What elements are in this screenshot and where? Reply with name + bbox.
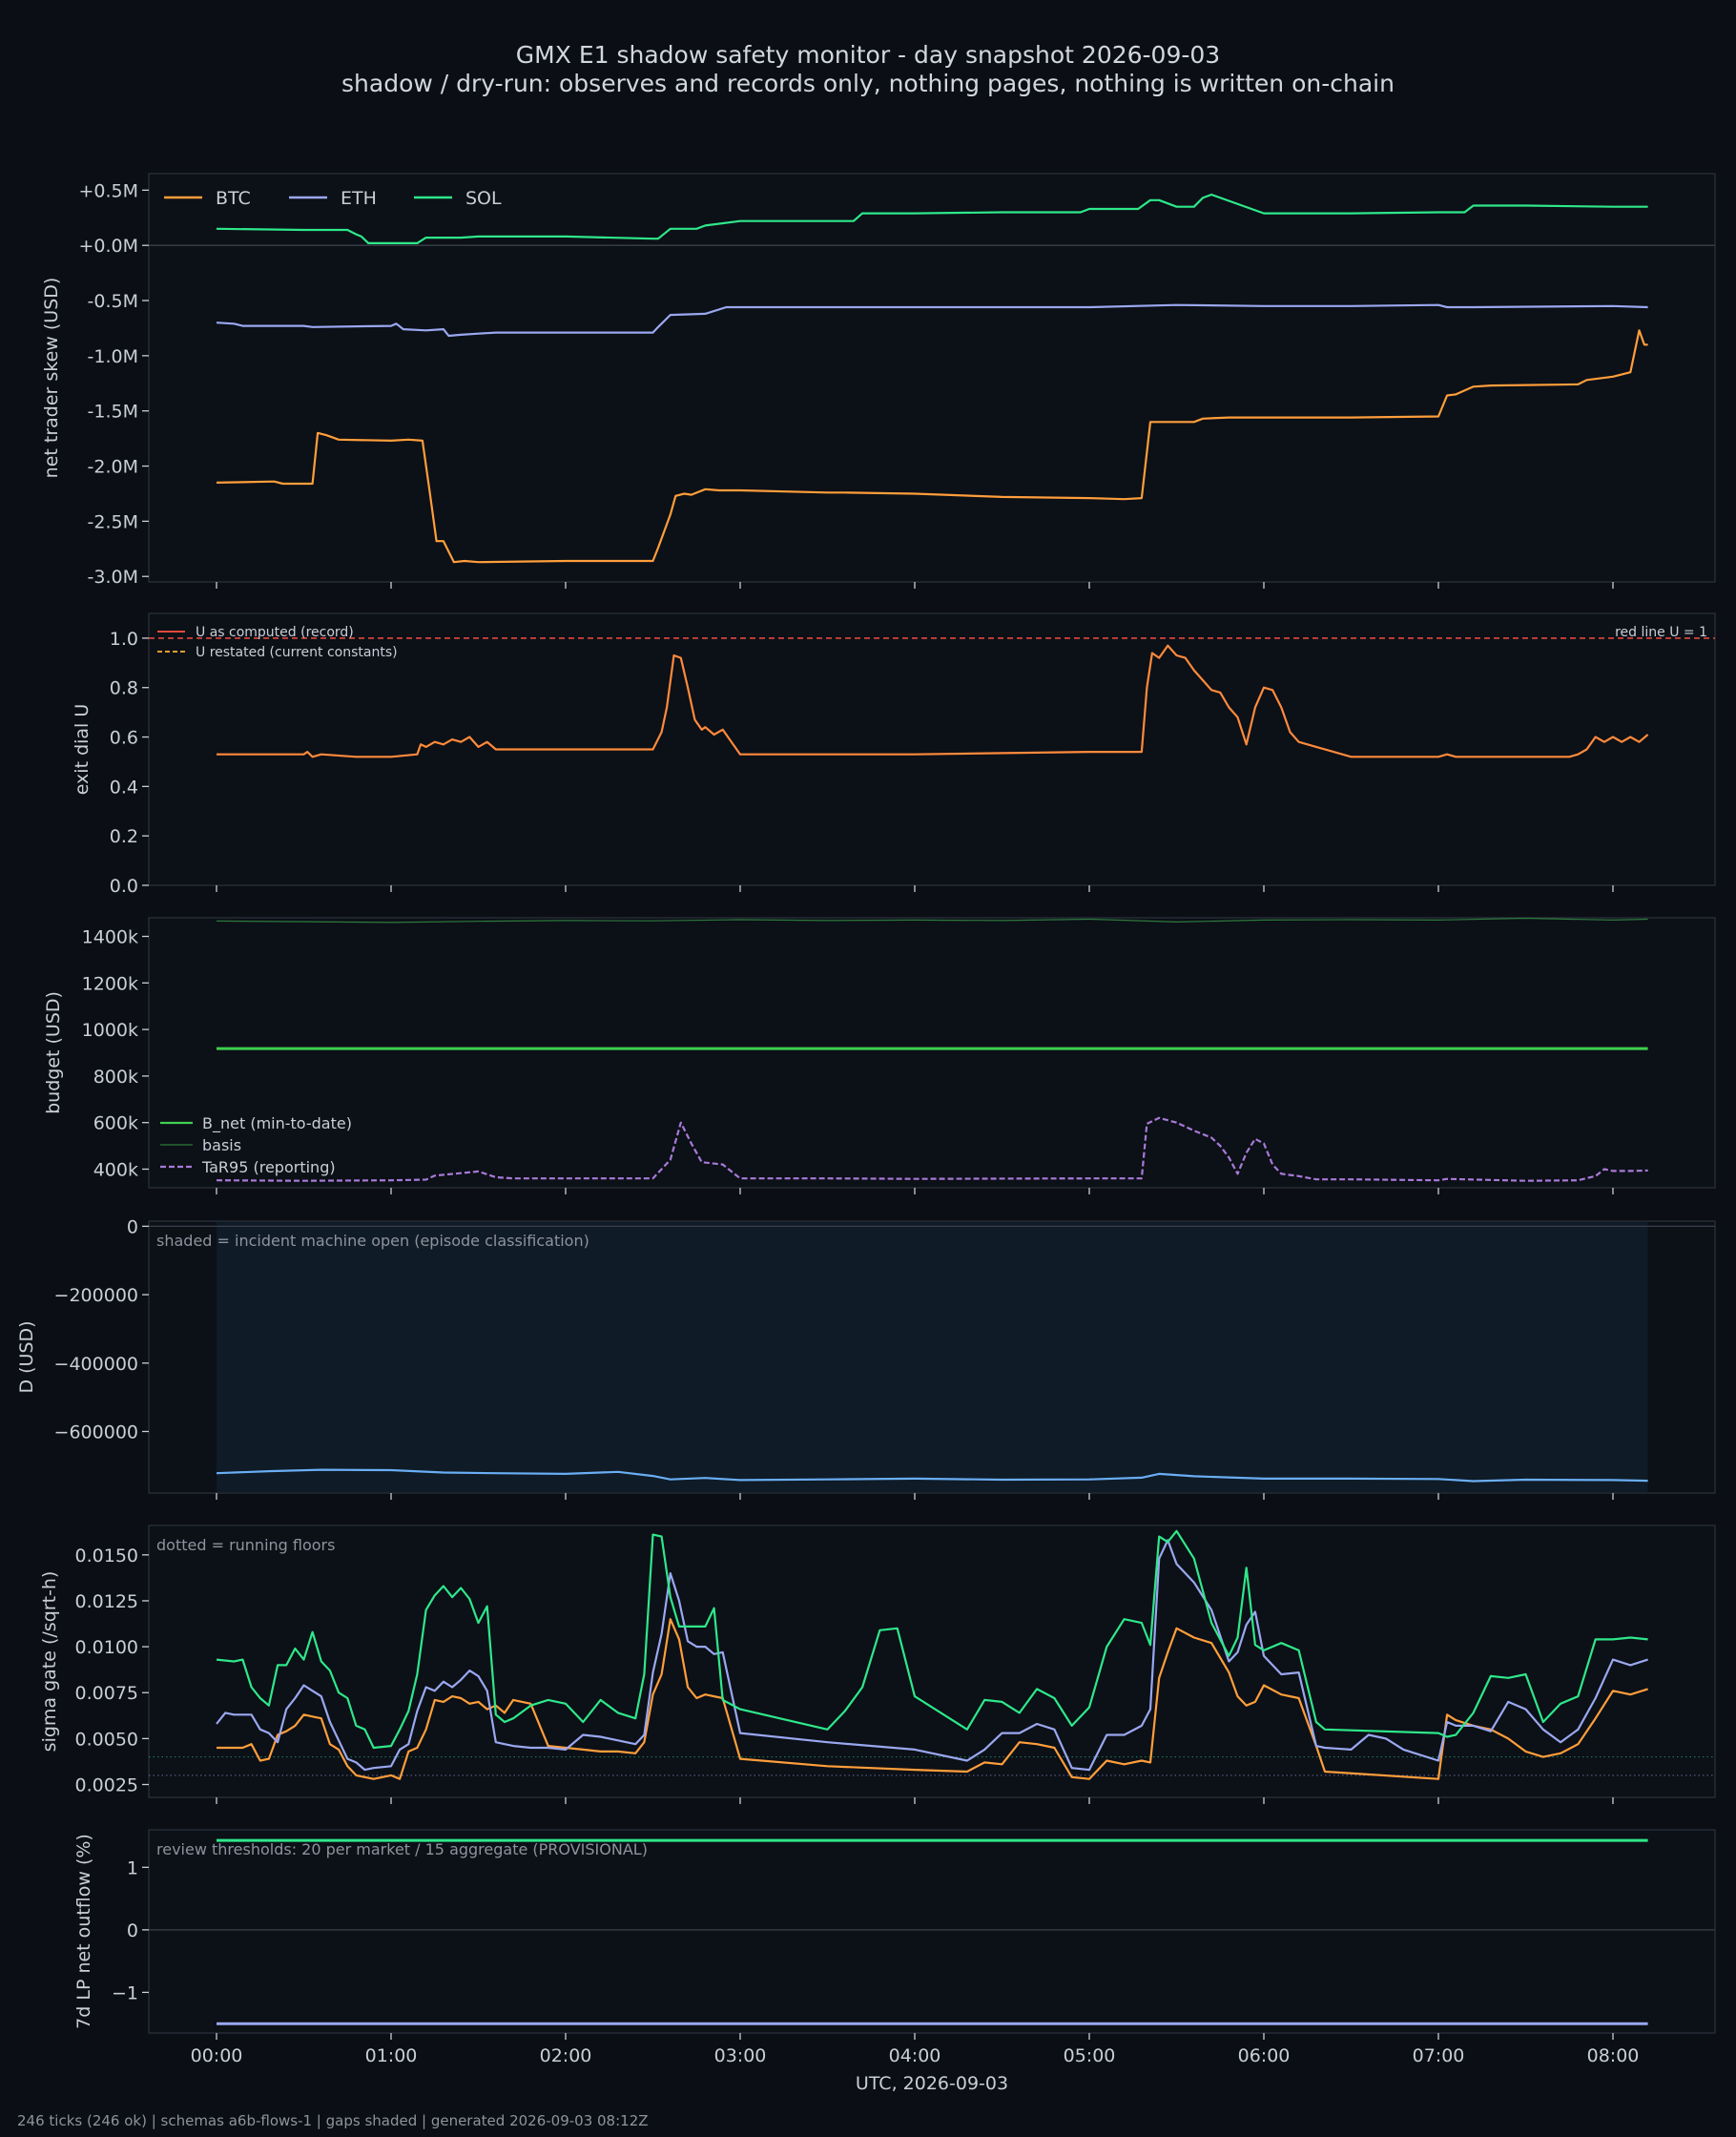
y-tick-label: −600000 bbox=[54, 1421, 138, 1442]
legend-label: ETH bbox=[341, 188, 377, 209]
y-tick-label: 0.0075 bbox=[75, 1683, 138, 1704]
y-tick-label: 800k bbox=[93, 1067, 138, 1088]
y-tick-label: -3.0M bbox=[88, 567, 138, 588]
series-u bbox=[217, 644, 1649, 758]
y-tick-label: 0.8 bbox=[110, 678, 138, 699]
legend-label: U as computed (record) bbox=[196, 625, 354, 640]
y-tick-label: −400000 bbox=[54, 1354, 138, 1375]
y-tick-label: 0.4 bbox=[110, 777, 138, 798]
panel-note: review thresholds: 20 per market / 15 ag… bbox=[156, 1840, 648, 1858]
x-tick-label: 08:00 bbox=[1587, 2045, 1640, 2066]
y-tick-label: 1200k bbox=[82, 973, 138, 994]
series-btc bbox=[216, 329, 1648, 564]
y-tick-label: 1400k bbox=[82, 927, 138, 948]
y-tick-label: +0.5M bbox=[78, 180, 138, 201]
y-tick-label: 1 bbox=[127, 1857, 138, 1878]
x-tick-label: 05:00 bbox=[1064, 2045, 1116, 2066]
legend-label: B_net (min-to-date) bbox=[202, 1114, 352, 1133]
y-tick-label: −200000 bbox=[54, 1285, 138, 1306]
y-tick-label: -0.5M bbox=[88, 291, 138, 312]
footer-status: 246 ticks (246 ok) | schemas a6b-flows-1… bbox=[17, 2112, 649, 2129]
incident-shade bbox=[217, 1222, 1648, 1492]
series-eth bbox=[216, 303, 1648, 338]
panel-lp_outflow: 1 0 −1 7d LP net outflow (%) review threshol… bbox=[73, 1829, 1716, 2094]
x-axis-label: UTC, 2026-09-03 bbox=[856, 2073, 1008, 2094]
y-tick-label: 0 bbox=[127, 1920, 138, 1941]
chart-subtitle: shadow / dry-run: observes and records o… bbox=[341, 70, 1395, 97]
y-tick-label: -2.5M bbox=[88, 511, 138, 532]
red-line-label: red line U = 1 bbox=[1615, 625, 1707, 640]
y-tick-label: 0.0100 bbox=[75, 1637, 138, 1658]
panel-exit_dial: 0.0 0.2 0.4 0.6 0.8 1.0 exit dial U red line U … bbox=[72, 612, 1716, 897]
y-tick-label: 1.0 bbox=[110, 629, 138, 650]
y-tick-label: 400k bbox=[93, 1159, 138, 1180]
y-tick-label: 0.0 bbox=[110, 876, 138, 897]
panel-sigma_gate: 0.0025 0.0050 0.0075 0.0100 0.0125 0.0150 sigm… bbox=[39, 1525, 1716, 1804]
x-tick-label: 03:00 bbox=[714, 2045, 767, 2066]
y-tick-label: 0.0150 bbox=[75, 1546, 138, 1566]
y-tick-label: 0 bbox=[127, 1216, 138, 1237]
x-tick-label: 02:00 bbox=[540, 2045, 592, 2066]
x-tick-label: 00:00 bbox=[191, 2045, 243, 2066]
y-tick-label: -1.0M bbox=[88, 346, 138, 367]
y-tick-label: -2.0M bbox=[88, 457, 138, 478]
y-axis-label: D (USD) bbox=[16, 1320, 37, 1393]
y-tick-label: 0.0025 bbox=[75, 1775, 138, 1796]
legend-label: TaR95 (reporting) bbox=[201, 1158, 336, 1176]
legend-label: BTC bbox=[216, 188, 251, 209]
y-tick-label: 0.6 bbox=[110, 728, 138, 749]
legend-label: U restated (current constants) bbox=[196, 645, 398, 660]
y-axis-label: sigma gate (/sqrt-h) bbox=[39, 1571, 60, 1753]
x-tick-label: 04:00 bbox=[889, 2045, 941, 2066]
y-tick-label: -1.5M bbox=[88, 402, 138, 423]
legend-label: basis bbox=[202, 1136, 241, 1154]
legend-label: SOL bbox=[465, 188, 502, 209]
panel-drawdown: 0 −200000 −400000 −600000 D (USD) shaded = in… bbox=[16, 1216, 1716, 1500]
x-tick-label: 01:00 bbox=[365, 2045, 418, 2066]
series-eth bbox=[216, 1539, 1648, 1772]
series-basis bbox=[216, 917, 1648, 923]
panel-skew: +0.5M +0.0M -0.5M -1.0M -1.5M -2.0M -2.5M -3.0M… bbox=[41, 173, 1716, 589]
y-tick-label: 1000k bbox=[82, 1020, 138, 1041]
panels: +0.5M +0.0M -0.5M -1.0M -1.5M -2.0M -2.5M -3.0M… bbox=[16, 173, 1716, 2094]
series-d bbox=[216, 1468, 1648, 1483]
y-axis-label: exit dial U bbox=[72, 704, 93, 796]
panel-note: shaded = incident machine open (episode … bbox=[156, 1232, 589, 1250]
y-axis-label: net trader skew (USD) bbox=[41, 278, 62, 479]
y-tick-label: 0.2 bbox=[110, 826, 138, 847]
series-tar95-reporting- bbox=[216, 1116, 1648, 1182]
panel-frame bbox=[148, 612, 1716, 886]
y-tick-label: 0.0125 bbox=[75, 1591, 138, 1612]
x-tick-label: 06:00 bbox=[1238, 2045, 1291, 2066]
y-tick-label: 0.0050 bbox=[75, 1729, 138, 1750]
series-sol bbox=[216, 193, 1648, 244]
y-axis-label: budget (USD) bbox=[43, 991, 64, 1114]
panel-frame bbox=[148, 173, 1716, 583]
panel-frame bbox=[148, 1829, 1716, 2034]
panel-note: dotted = running floors bbox=[156, 1536, 335, 1554]
y-tick-label: −1 bbox=[112, 1982, 138, 2003]
series-sol bbox=[216, 1529, 1648, 1750]
y-axis-label: 7d LP net outflow (%) bbox=[73, 1834, 94, 2029]
panel-frame bbox=[148, 917, 1716, 1189]
panel-budget: 400k 600k 800k 1000k 1200k 1400k budget (USD) B… bbox=[43, 917, 1716, 1194]
y-tick-label: +0.0M bbox=[78, 236, 138, 257]
x-tick-label: 07:00 bbox=[1413, 2045, 1465, 2066]
chart-title: GMX E1 shadow safety monitor - day snaps… bbox=[516, 41, 1220, 69]
y-tick-label: 600k bbox=[93, 1113, 138, 1134]
